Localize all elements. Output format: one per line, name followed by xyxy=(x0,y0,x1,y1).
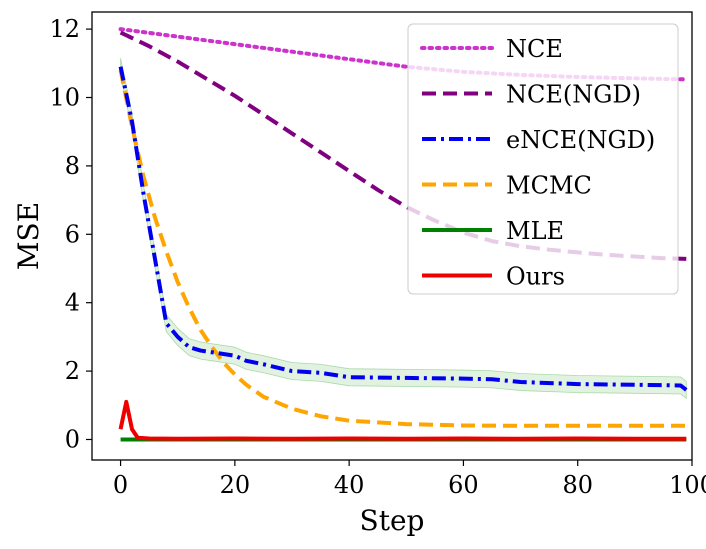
legend-entry-label: eNCE(NGD) xyxy=(506,126,655,154)
y-tick-label: 2 xyxy=(65,357,80,385)
y-axis-label: MSE xyxy=(12,202,45,270)
series-lines xyxy=(118,27,689,442)
legend-entry-label: Ours xyxy=(506,263,565,291)
y-tick-label: 6 xyxy=(65,220,80,248)
legend-box xyxy=(407,23,679,295)
x-axis-ticks: 0 20 40 60 80 100 xyxy=(113,460,706,499)
series-line-ours xyxy=(118,399,687,441)
x-axis-label: Step xyxy=(360,504,425,537)
x-tick-label: 100 xyxy=(669,471,706,499)
y-tick-label: 12 xyxy=(49,15,80,43)
x-tick-label: 20 xyxy=(220,471,251,499)
y-tick-label: 0 xyxy=(65,425,80,453)
x-tick-label: 60 xyxy=(448,471,479,499)
legend-entry-label: NCE(NGD) xyxy=(506,81,641,109)
legend: NCE NCE(NGD) eNCE(NGD) MCMC MLE Ours xyxy=(407,23,679,295)
y-tick-label: 8 xyxy=(65,152,80,180)
series-line-mcmc xyxy=(118,69,687,428)
confidence-bands xyxy=(120,58,687,400)
band-ence-ngd- xyxy=(120,58,687,400)
legend-entry-label: NCE xyxy=(506,35,563,63)
x-tick-label: 80 xyxy=(562,471,593,499)
x-tick-label: 40 xyxy=(334,471,365,499)
plot-frame xyxy=(91,11,693,461)
legend-entry-label: MCMC xyxy=(506,172,592,200)
y-tick-label: 10 xyxy=(49,83,80,111)
legend-entry-label: MLE xyxy=(506,217,564,245)
x-tick-label: 0 xyxy=(113,471,128,499)
series-line-ence-ngd- xyxy=(118,66,688,392)
y-tick-label: 4 xyxy=(65,289,80,317)
y-axis-ticks: 0 2 4 6 8 10 12 xyxy=(49,15,92,453)
